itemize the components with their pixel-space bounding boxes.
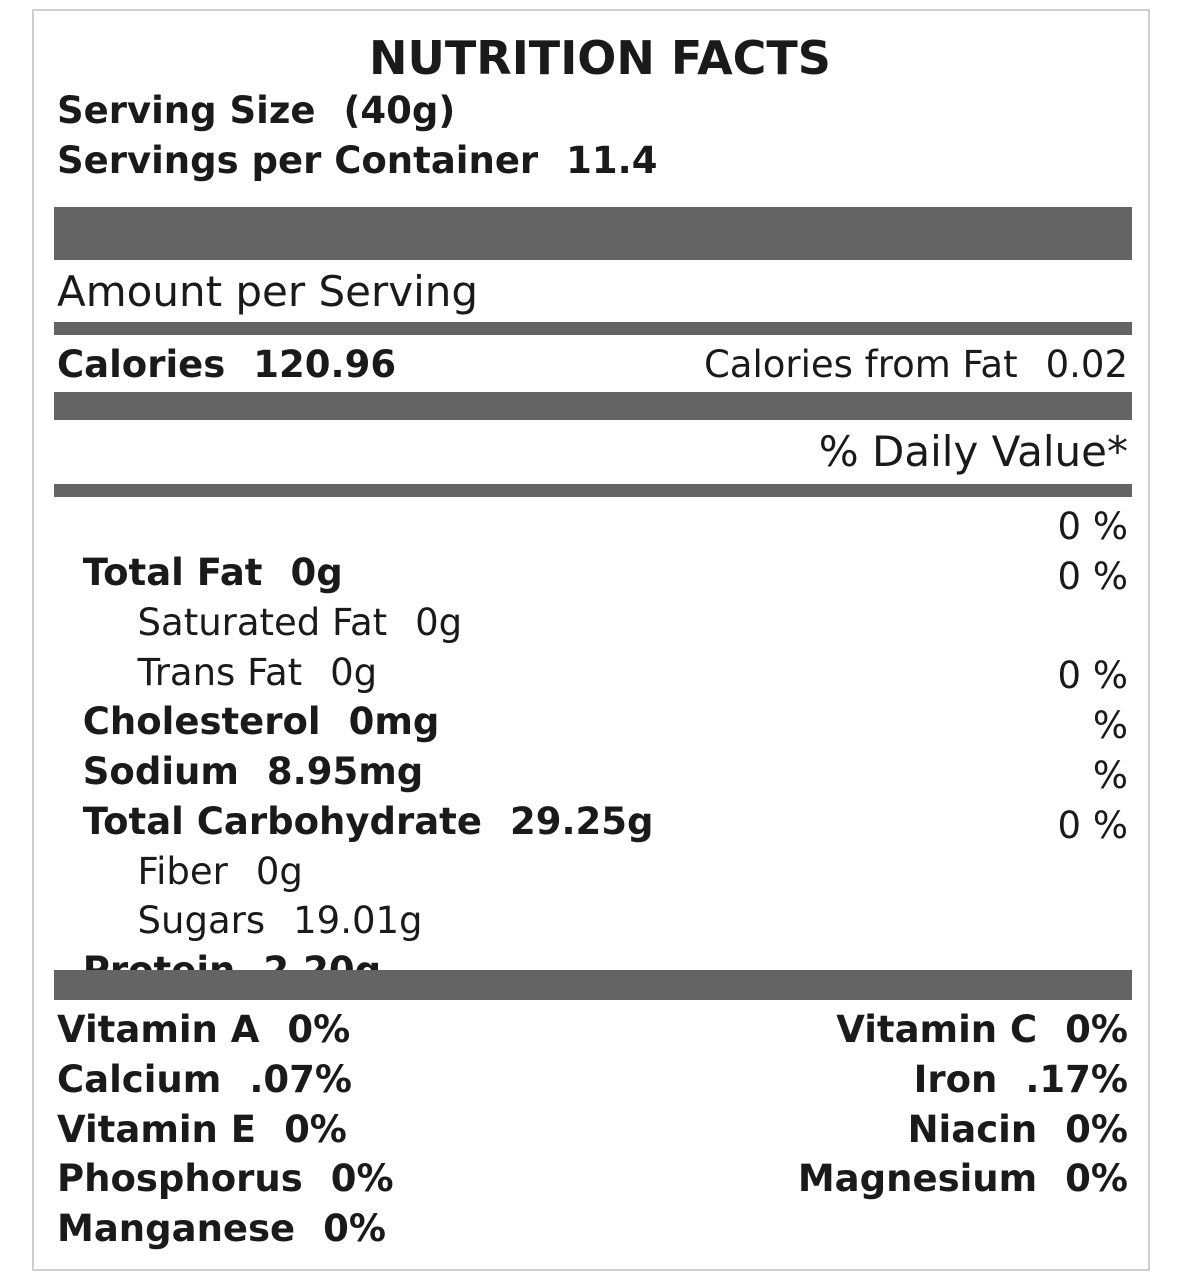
- nutrient-amount: 8.95mg: [266, 750, 424, 793]
- vitamin-item-manganese: Manganese 0%: [57, 1206, 386, 1252]
- calories-from-fat-value: 0.02: [1045, 343, 1128, 386]
- vitamin-name: Niacin: [907, 1108, 1038, 1151]
- nutrition-label-border: [32, 9, 1150, 1271]
- nutrient-daily-value: 0 %: [1057, 804, 1128, 847]
- nutrient-row-cholesterol: Cholesterol 0mg 0 %: [54, 653, 1132, 791]
- serving-size-row: Serving Size (40g): [57, 88, 455, 134]
- calories-label: Calories: [57, 343, 226, 386]
- vitamin-name: Magnesium: [797, 1157, 1038, 1200]
- vitamin-item-niacin: Niacin 0%: [908, 1107, 1128, 1153]
- nutrient-row-fiber: Fiber 0g 0 %: [54, 803, 1132, 941]
- vitamin-name: Vitamin E: [57, 1108, 257, 1151]
- nutrient-name: Saturated Fat: [137, 601, 388, 644]
- calories-from-fat-row: Calories from Fat 0.02: [704, 342, 1128, 388]
- nutrient-amount: 19.01g: [293, 899, 423, 942]
- nutrient-row-trans-fat: Trans Fat 0g: [54, 604, 1132, 742]
- vitamin-name: Vitamin C: [836, 1008, 1038, 1051]
- vitamin-value: 0%: [287, 1008, 351, 1051]
- nutrient-daily-value: 0 %: [1057, 555, 1128, 598]
- vitamin-item-magnesium: Magnesium 0%: [798, 1156, 1128, 1202]
- vitamin-item-vitamin-c: Vitamin C 0%: [836, 1007, 1128, 1053]
- nutrient-amount: 0g: [330, 651, 378, 694]
- vitamin-value: 0%: [323, 1207, 386, 1250]
- label-title: NUTRITION FACTS: [369, 31, 831, 85]
- nutrient-amount: 0g: [255, 850, 303, 893]
- vitamin-name: Iron: [913, 1058, 998, 1101]
- vitamin-name: Calcium: [57, 1058, 222, 1101]
- medium-divider-2: [54, 484, 1132, 497]
- vitamin-item-vitamin-e: Vitamin E 0%: [57, 1107, 347, 1153]
- nutrient-name: Sodium: [82, 750, 239, 793]
- vitamin-name: Phosphorus: [57, 1157, 303, 1200]
- calories-value: 120.96: [253, 343, 397, 386]
- vitamin-value: .17%: [1025, 1058, 1128, 1101]
- nutrient-amount: 0mg: [348, 700, 440, 743]
- nutrient-row-sugars: Sugars 19.01g: [54, 852, 1132, 990]
- vitamin-item-calcium: Calcium .07%: [57, 1057, 352, 1103]
- nutrient-daily-value: 0 %: [1057, 505, 1128, 548]
- servings-per-container-row: Servings per Container 11.4: [57, 138, 657, 184]
- daily-value-header: % Daily Value*: [818, 427, 1128, 476]
- nutrient-daily-value: 0 %: [1057, 654, 1128, 697]
- thick-divider-calories: [54, 392, 1132, 420]
- medium-divider-1: [54, 322, 1132, 335]
- vitamin-value: 0%: [284, 1108, 347, 1151]
- nutrient-amount: 29.25g: [509, 800, 654, 843]
- vitamin-value: 0%: [1065, 1008, 1128, 1051]
- serving-size-label: Serving Size: [57, 89, 316, 132]
- nutrient-row-saturated-fat: Saturated Fat 0g 0 %: [54, 554, 1132, 692]
- nutrient-row-total-carbohydrate: Total Carbohydrate 29.25g %: [54, 753, 1132, 891]
- thick-divider-top: [54, 207, 1132, 260]
- nutrient-name: Sugars: [137, 899, 266, 942]
- serving-size-value: (40g): [343, 89, 456, 132]
- nutrient-daily-value: %: [1092, 704, 1128, 747]
- nutrient-name: Cholesterol: [82, 700, 321, 743]
- vitamin-item-phosphorus: Phosphorus 0%: [57, 1156, 394, 1202]
- nutrient-row-total-fat: Total Fat 0g 0 %: [54, 504, 1132, 642]
- servings-per-container-value: 11.4: [566, 139, 658, 182]
- nutrient-amount: 0g: [290, 551, 343, 594]
- vitamin-item-iron: Iron .17%: [914, 1057, 1128, 1103]
- nutrient-name: Total Fat: [82, 551, 263, 594]
- vitamin-name: Vitamin A: [57, 1008, 260, 1051]
- nutrient-name: Fiber: [137, 850, 228, 893]
- amount-per-serving-label: Amount per Serving: [57, 267, 479, 316]
- vitamin-value: .07%: [249, 1058, 352, 1101]
- nutrient-row-sodium: Sodium 8.95mg %: [54, 703, 1132, 841]
- calories-row: Calories 120.96: [57, 342, 396, 388]
- servings-per-container-label: Servings per Container: [57, 139, 539, 182]
- nutrient-name: Total Carbohydrate: [82, 800, 482, 843]
- vitamin-name: Manganese: [57, 1207, 296, 1250]
- nutrient-daily-value: %: [1092, 754, 1128, 797]
- vitamin-value: 0%: [1065, 1108, 1128, 1151]
- nutrient-name: Trans Fat: [137, 651, 303, 694]
- vitamin-value: 0%: [330, 1157, 394, 1200]
- vitamin-value: 0%: [1065, 1157, 1128, 1200]
- calories-from-fat-label: Calories from Fat: [703, 343, 1018, 386]
- vitamin-item-vitamin-a: Vitamin A 0%: [57, 1007, 350, 1053]
- nutrient-amount: 0g: [415, 601, 463, 644]
- thick-divider-vitamins: [54, 970, 1132, 1000]
